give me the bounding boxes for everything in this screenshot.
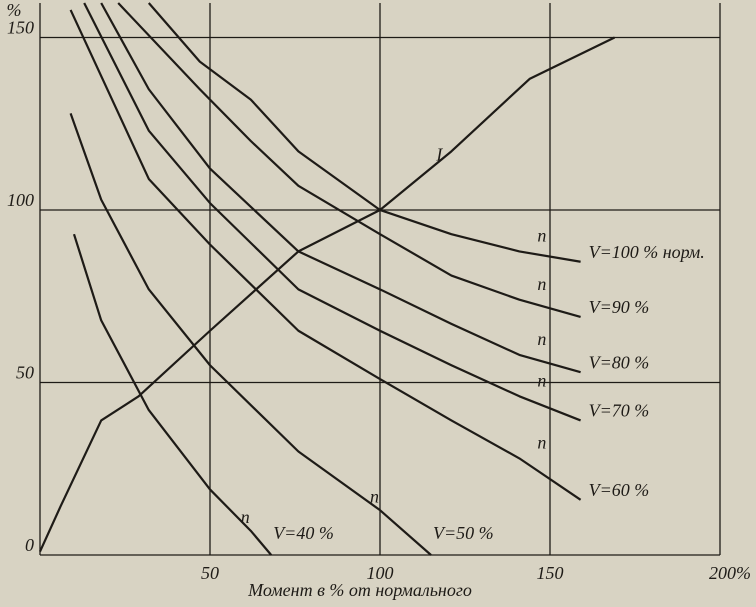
series-tag: n	[241, 507, 250, 527]
line-series	[147, 2, 581, 263]
series-label: V=70 %	[589, 401, 650, 421]
y-tick-label: 100	[7, 190, 34, 210]
series-tag: n	[370, 486, 379, 506]
x-tick-label: 200%	[709, 563, 751, 583]
y-axis-label: %	[7, 0, 22, 20]
line-series	[72, 233, 273, 556]
series-label: V=90 %	[589, 297, 650, 317]
line-series	[69, 9, 582, 501]
series-label: V=60 %	[589, 480, 650, 500]
line-series	[69, 113, 432, 556]
series-label: V=80 %	[589, 352, 650, 372]
line-series	[83, 2, 582, 422]
series-label: V=100 % норм.	[589, 242, 705, 262]
series-label: V=40 %	[273, 523, 334, 543]
x-tick-label: 50	[201, 563, 219, 583]
series-tag: n	[537, 274, 546, 294]
y-tick-label: 50	[16, 363, 34, 383]
y-tick-label: 150	[7, 18, 34, 38]
series-tag: n	[537, 433, 546, 453]
series-label: V=50 %	[433, 523, 494, 543]
series-label: I	[435, 144, 443, 164]
line-series	[117, 2, 581, 319]
line-series	[38, 36, 616, 553]
line-series	[100, 2, 581, 374]
x-tick-label: 150	[537, 563, 564, 583]
y-tick-label: 0	[25, 535, 34, 555]
series-tag: n	[537, 329, 546, 349]
x-tick-label: 100	[367, 563, 394, 583]
series-tag: n	[537, 370, 546, 390]
series-tag: n	[537, 226, 546, 246]
x-axis-label: Момент в % от нормального	[247, 580, 472, 600]
